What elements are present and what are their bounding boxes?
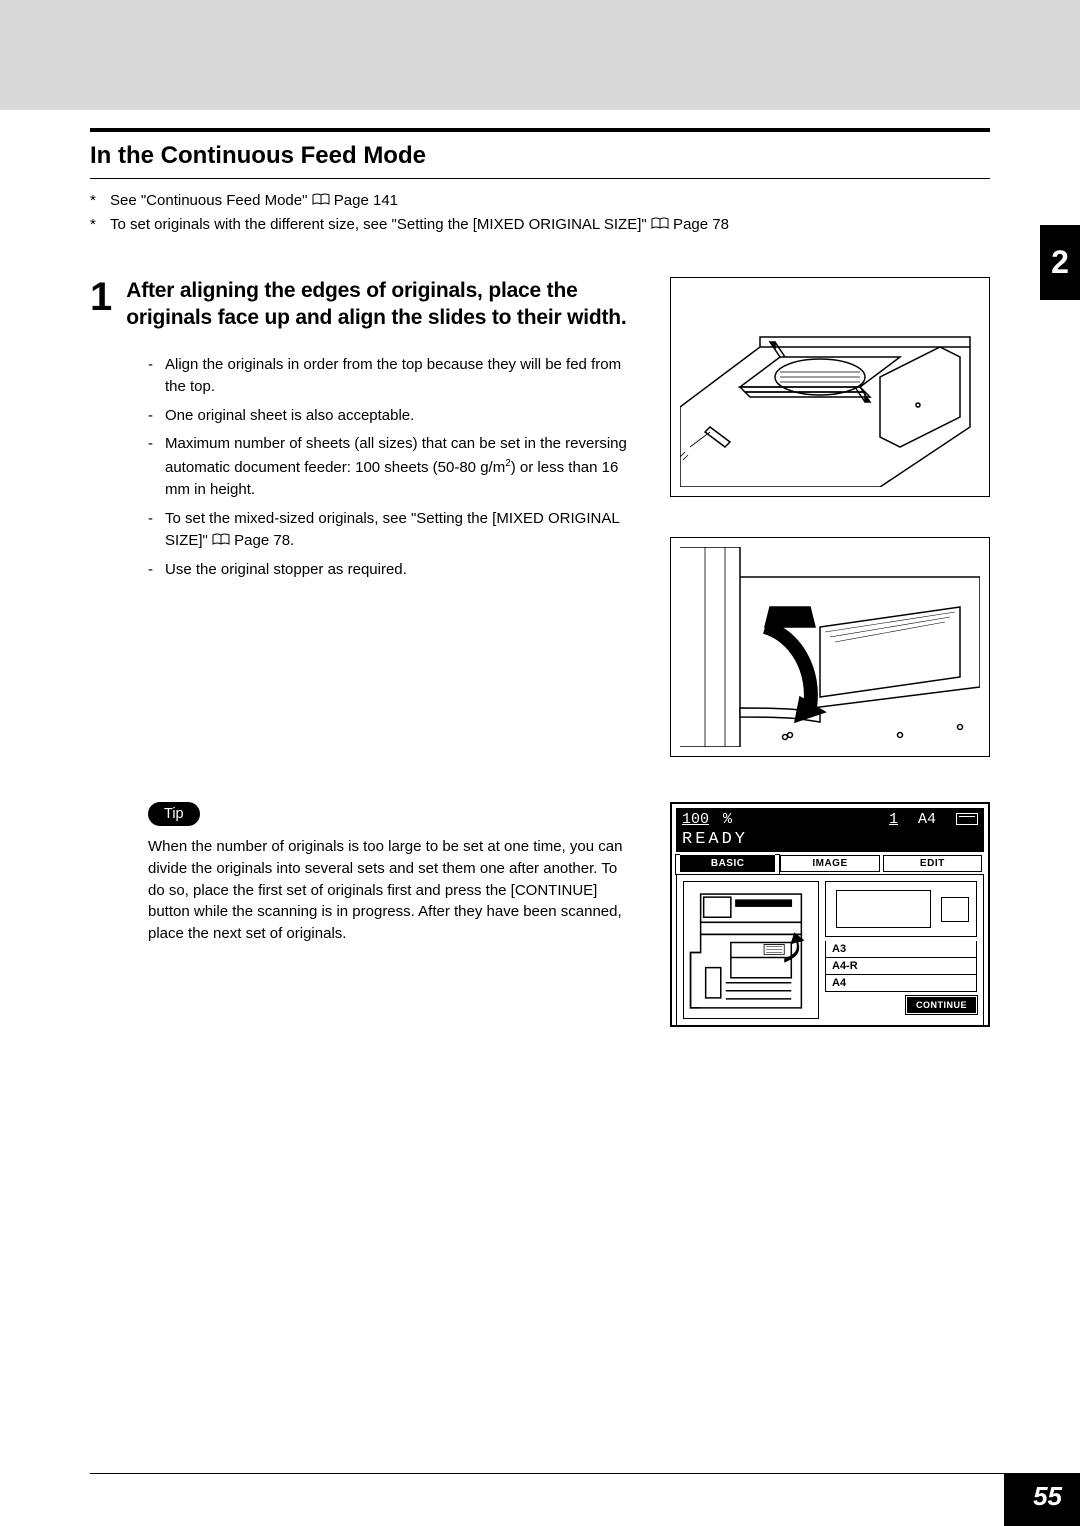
lcd-copies: 1: [889, 811, 898, 828]
lcd-tab-edit[interactable]: EDIT: [883, 855, 982, 872]
top-header-bar: [0, 0, 1080, 110]
lcd-status-right: 1 A4: [889, 811, 978, 828]
figure-adf-loading: [670, 277, 990, 497]
tip-section: Tip When the number of originals is too …: [90, 802, 990, 1027]
lcd-continue-button[interactable]: CONTINUE: [906, 996, 977, 1014]
lcd-zoom: 100: [682, 811, 709, 828]
lcd-tab-basic[interactable]: BASIC: [678, 855, 777, 872]
see-ref-text: To set originals with the different size…: [110, 213, 729, 237]
footer-rule: [90, 1473, 1080, 1475]
step-block: 1 After aligning the edges of originals,…: [90, 277, 990, 757]
tip-badge: Tip: [148, 802, 200, 826]
see-references: * See "Continuous Feed Mode" Page 141 * …: [90, 189, 990, 237]
lcd-right-column: A3 A4-R A4 CONTINUE: [825, 881, 977, 1019]
figure-column: [670, 277, 990, 757]
bullet-item: -Align the originals in order from the t…: [148, 354, 630, 399]
step-number: 1: [90, 277, 112, 332]
lcd-status-left: 100 %: [682, 811, 732, 828]
lcd-paper-option[interactable]: A4: [825, 975, 977, 992]
preview-sheet-small: [941, 897, 969, 922]
step-title: After aligning the edges of originals, p…: [126, 277, 630, 332]
see-ref-row: * To set originals with the different si…: [90, 213, 990, 237]
bullet-item: -Maximum number of sheets (all sizes) th…: [148, 433, 630, 502]
step-header: 1 After aligning the edges of originals,…: [90, 277, 630, 332]
lcd-preview: [825, 881, 977, 937]
lcd-paper-size: A4: [918, 811, 936, 828]
book-icon: [651, 214, 669, 227]
tip-text: When the number of originals is too larg…: [148, 836, 630, 945]
chapter-number: 2: [1051, 244, 1069, 281]
lcd-paper-option[interactable]: A4-R: [825, 958, 977, 975]
see-ref-text: See "Continuous Feed Mode" Page 141: [110, 189, 398, 213]
lcd-copier-diagram: [683, 881, 819, 1019]
lcd-body: A3 A4-R A4 CONTINUE: [676, 874, 984, 1026]
preview-sheet: [836, 890, 931, 928]
lcd-screenshot: 100 % 1 A4 READY BASIC IMAGE EDIT: [670, 802, 990, 1027]
section-title-wrap: In the Continuous Feed Mode: [90, 128, 990, 179]
bullet-item: -One original sheet is also acceptable.: [148, 405, 630, 428]
asterisk: *: [90, 189, 102, 213]
lcd-bottom-row: CONTINUE: [825, 996, 977, 1014]
figure-stopper: [670, 537, 990, 757]
lcd-tab-image[interactable]: IMAGE: [780, 855, 879, 872]
bullet-item: -Use the original stopper as required.: [148, 559, 630, 582]
tip-text-column: Tip When the number of originals is too …: [148, 802, 630, 1027]
page-number: 55: [1033, 1481, 1062, 1512]
lcd-pct-sign: %: [723, 811, 732, 828]
page-content: In the Continuous Feed Mode * See "Conti…: [0, 128, 1080, 1027]
asterisk: *: [90, 213, 102, 237]
section-title: In the Continuous Feed Mode: [90, 142, 990, 170]
lcd-paper-option[interactable]: A3: [825, 941, 977, 958]
step-bullets: -Align the originals in order from the t…: [148, 354, 630, 582]
sheets-icon: [956, 813, 978, 825]
book-icon: [312, 190, 330, 203]
lcd-status-bar: 100 % 1 A4: [676, 808, 984, 830]
step-text-column: 1 After aligning the edges of originals,…: [90, 277, 630, 757]
lcd-ready: READY: [676, 830, 984, 852]
bullet-item: -To set the mixed-sized originals, see "…: [148, 508, 630, 553]
book-icon: [212, 531, 230, 544]
see-ref-row: * See "Continuous Feed Mode" Page 141: [90, 189, 990, 213]
chapter-tab: 2: [1040, 225, 1080, 300]
lcd-tabs: BASIC IMAGE EDIT: [676, 855, 984, 872]
